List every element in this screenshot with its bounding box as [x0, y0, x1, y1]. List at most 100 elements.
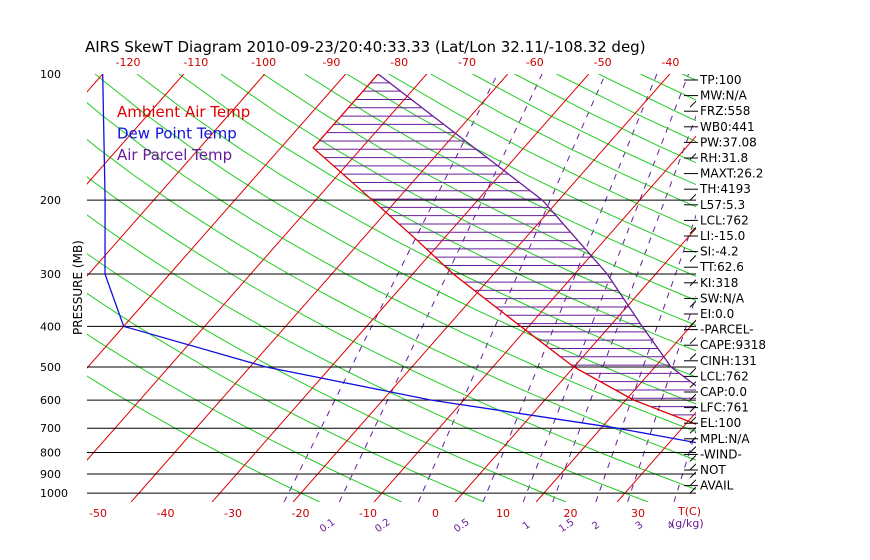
- dry-adiabat-line: [87, 292, 485, 502]
- legend: Ambient Air Temp Dew Point Temp Air Parcel…: [117, 103, 250, 164]
- top-temp-tick: -50: [594, 56, 612, 69]
- mixing-ratio-unit-label: (g/kg): [671, 517, 704, 530]
- pressure-tick-label: 300: [40, 268, 61, 281]
- pressure-tick-label: 1000: [40, 487, 68, 500]
- dry-adiabat-line: [87, 333, 402, 502]
- wind-stub: [689, 486, 696, 494]
- wind-stub: [689, 353, 696, 360]
- stability-index: RH:31.8: [700, 151, 748, 165]
- series-line-ambient-air-temp: [312, 74, 696, 425]
- mixing-ratio-label: 0.1: [318, 517, 337, 535]
- dry-adiabat-line: [178, 74, 696, 352]
- top-temp-tick: -80: [390, 56, 408, 69]
- isotherm-line: [292, 74, 671, 502]
- isobars: [87, 199, 696, 494]
- wind-stub: [689, 227, 696, 234]
- wind-stub: [689, 463, 696, 471]
- bottom-temp-tick-labels: -50 -40 -30 -20 -10 0 10 20 30: [89, 507, 645, 520]
- wind-stub: [689, 337, 696, 345]
- bottom-temp-tick: 30: [631, 507, 645, 520]
- isotherm-line: [616, 411, 696, 502]
- stability-index: KI:318: [700, 276, 738, 290]
- wind-stub: [689, 436, 696, 444]
- pressure-tick-label: 600: [40, 394, 61, 407]
- wind-stub: [689, 471, 696, 479]
- wind-stub: [689, 100, 696, 108]
- dry-adiabat-line: [850, 74, 870, 502]
- mixing-ratio-line: [758, 74, 870, 502]
- stability-index: LI:-15.0: [700, 229, 745, 243]
- mixing-ratio-line: [552, 114, 696, 502]
- stability-index: SI:-4.2: [700, 245, 739, 259]
- dry-adiabat-line: [766, 74, 870, 502]
- series-line-air-parcel-temp: [377, 74, 696, 387]
- pressure-tick-label: 400: [40, 320, 61, 333]
- top-temp-tick: -100: [251, 56, 276, 69]
- stability-index: -WIND-: [700, 447, 742, 461]
- wind-stub: [689, 367, 696, 375]
- dry-adiabat-line: [808, 74, 870, 502]
- mixing-ratio-line: [482, 74, 658, 502]
- chart-title: AIRS SkewT Diagram 2010-09-23/20:40:33.3…: [85, 38, 646, 56]
- stability-index: CINH:131: [700, 354, 757, 368]
- bottom-temp-tick: -50: [89, 507, 107, 520]
- stability-index: WB0:441: [700, 120, 755, 134]
- dry-adiabat-line: [514, 74, 696, 164]
- top-temp-tick: -110: [183, 56, 208, 69]
- top-temp-tick: -120: [116, 56, 141, 69]
- isotherm-line: [211, 74, 590, 502]
- mixing-ratio-line: [854, 74, 870, 502]
- wind-stub: [689, 153, 696, 160]
- top-temp-tick-labels: -120 -110 -100 -90 -80 -70 -60 -50 -40: [116, 56, 680, 69]
- isotherm-line: [87, 74, 104, 93]
- legend-entry: Ambient Air Temp: [117, 103, 250, 121]
- dry-adiabat-line: [304, 74, 696, 277]
- isotherm-line: [0, 74, 22, 502]
- stability-index: LCL:762: [700, 369, 749, 383]
- wind-stub: [689, 193, 696, 201]
- dry-adiabat-line: [262, 74, 696, 301]
- isotherm-line: [87, 74, 185, 185]
- wind-stub: [689, 393, 696, 401]
- stability-index: AVAIL: [700, 479, 734, 493]
- isotherm-line: [87, 74, 347, 369]
- stability-index: PW:37.08: [700, 135, 757, 149]
- legend-entry: Dew Point Temp: [117, 125, 237, 143]
- dry-adiabat-line: [87, 375, 320, 502]
- pressure-tick-label: 700: [40, 422, 61, 435]
- pressure-tick-label: 900: [40, 468, 61, 481]
- dry-adiabat-line: [94, 74, 696, 405]
- mixing-ratio-line: [522, 74, 689, 502]
- top-temp-tick: -70: [458, 56, 476, 69]
- isotherm-line: [454, 227, 696, 502]
- pressure-tick-label: 100: [40, 68, 61, 81]
- bottom-temp-tick: -10: [359, 507, 377, 520]
- wind-stub: [689, 479, 696, 487]
- bottom-temp-tick: 10: [496, 507, 510, 520]
- stability-index: EL:100: [700, 416, 741, 430]
- stability-index: EI:0.0: [700, 307, 734, 321]
- stability-index: TH:4193: [699, 182, 751, 196]
- isotherm-line: [87, 74, 428, 461]
- dry-adiabat-line: [346, 74, 696, 253]
- stability-index: LCL:762: [700, 213, 749, 227]
- stability-index: FRZ:558: [700, 104, 750, 118]
- wind-stub: [689, 416, 696, 424]
- cape-hatch: [314, 82, 696, 424]
- bottom-temp-tick: -20: [292, 507, 310, 520]
- series-line-dew-point-temp: [102, 74, 696, 444]
- stability-index: MPL:N/A: [700, 432, 750, 446]
- wind-stub: [689, 426, 696, 434]
- pressure-tick-label: 800: [40, 447, 61, 460]
- mixing-ratio-line: [283, 74, 498, 502]
- top-temp-tick: -40: [661, 56, 679, 69]
- pressure-tick-label: 500: [40, 361, 61, 374]
- isotherm-line: [130, 74, 509, 502]
- isotherm-line: [535, 319, 696, 502]
- wind-stub: [689, 455, 696, 462]
- wind-stub: [689, 446, 696, 453]
- dry-adiabat-line: [87, 138, 696, 461]
- stability-index: CAP:0.0: [700, 385, 747, 399]
- dry-adiabat-line: [87, 214, 649, 502]
